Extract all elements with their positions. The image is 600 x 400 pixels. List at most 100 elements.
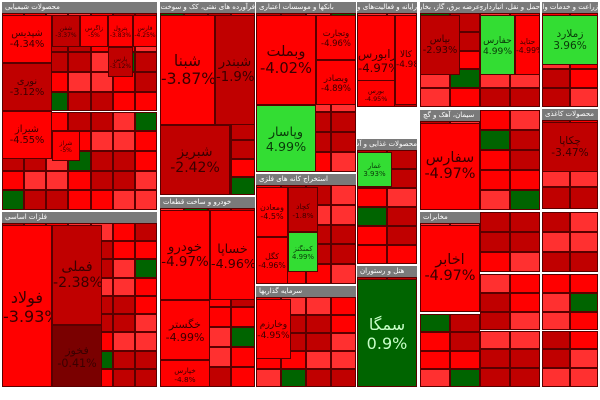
filler-tile (112, 223, 135, 242)
filler-tile (46, 190, 69, 210)
filler-tile (480, 252, 510, 272)
filler-tile (510, 252, 540, 272)
filler-tile (134, 350, 157, 369)
stock-tile[interactable]: حتاید-4.99% (515, 15, 540, 75)
stock-tile[interactable]: پترول -3.83% (108, 15, 133, 47)
stock-change: -3.47% (551, 147, 589, 160)
stock-tile[interactable]: فخوز -0.41% (52, 325, 102, 387)
stock-change: -3.12% (109, 62, 132, 70)
filler-tile (570, 368, 598, 387)
filler-tile (480, 368, 510, 387)
stock-tile[interactable]: وپاسار 4.99% (256, 105, 316, 172)
stock-tile[interactable]: خپارس -4.8% (160, 360, 210, 387)
filler-tile (570, 252, 598, 272)
filler-tile (450, 350, 480, 369)
stock-tile[interactable]: وخارزم -4.95% (256, 299, 291, 359)
filler-tile (90, 150, 113, 171)
filler-tile (387, 245, 417, 264)
stock-tile[interactable]: خودرو -4.97% (160, 210, 210, 300)
filler-tile (90, 170, 113, 191)
stock-tile[interactable]: شراز -5% (52, 131, 80, 161)
stock-tile[interactable]: وتجارت -4.96% (316, 15, 356, 60)
filler-tile (357, 188, 387, 207)
sector-header: فرآورده های نفتی، کک و سوخت هسته (160, 2, 255, 13)
filler-tile (231, 347, 255, 368)
stock-tile[interactable]: بورس -4.95% (357, 80, 395, 107)
stock-symbol: بورس (368, 86, 384, 95)
stock-tile[interactable]: شبنا -3.87% (160, 15, 215, 125)
stock-tile[interactable]: وبملت -4.02% (256, 15, 316, 105)
stock-tile[interactable]: کچاد -1.8% (288, 187, 318, 232)
stock-tile[interactable]: شبریز -2.42% (160, 125, 230, 195)
filler-tile (542, 186, 570, 209)
stock-symbol: کالا (400, 50, 412, 61)
stock-tile[interactable]: سفارس -4.97% (420, 123, 480, 210)
filler-tile (68, 52, 91, 73)
stock-tile[interactable]: شیراز -4.55% (2, 111, 52, 159)
stock-tile[interactable]: سمگا 0.9% (357, 279, 417, 387)
filler-tile (231, 176, 255, 195)
stock-symbol: اخابر (435, 252, 465, 269)
stock-symbol: ومعادن (260, 203, 284, 213)
stock-tile[interactable]: کالا-4.98% (395, 15, 417, 105)
stock-symbol: بپاس (429, 34, 451, 46)
filler-tile (480, 311, 510, 331)
stock-tile[interactable]: شفن -3.37% (52, 15, 80, 47)
filler-tile (2, 190, 25, 210)
filler-tile (112, 314, 135, 333)
filler-tile (331, 351, 356, 369)
filler-tile (570, 349, 598, 369)
stock-symbol: حتاید (519, 36, 536, 46)
stock-tile[interactable]: ومعادن -4.5% (256, 187, 288, 237)
filler-tile (112, 259, 135, 278)
filler-tile (570, 311, 598, 331)
stock-change: -1.9% (216, 70, 255, 86)
filler-tile (387, 188, 417, 207)
stock-tile[interactable]: بپاس -2.93% (420, 15, 460, 75)
stock-tile[interactable]: زاگرس -5% (80, 15, 108, 47)
stock-symbol: پارس (113, 55, 128, 63)
filler-tile (480, 130, 510, 150)
filler-tile (68, 91, 91, 112)
stock-symbol: کمنگنز (293, 244, 313, 253)
stock-change: -4.34% (9, 39, 45, 51)
filler-tile (570, 274, 598, 293)
stock-tile[interactable]: شپدیس -4.34% (2, 15, 52, 63)
filler-tile (112, 332, 135, 351)
sector-header: سرمایه گذاریها (256, 286, 356, 297)
filler-tile (480, 170, 510, 190)
filler-tile (510, 130, 540, 150)
filler-tile (207, 367, 232, 387)
filler-tile (510, 150, 540, 170)
stock-tile[interactable]: اخابر -4.97% (420, 225, 480, 312)
filler-tile (510, 349, 540, 369)
stock-tile[interactable]: شبندر -1.9% (215, 15, 255, 125)
stock-change: -0.41% (57, 356, 97, 370)
stock-change: -2.93% (422, 45, 458, 57)
stock-tile[interactable]: فارس -4.25% (133, 15, 157, 47)
stock-tile[interactable]: چکاپا -3.47% (542, 122, 598, 172)
stock-symbol: شفن (59, 24, 73, 32)
stock-symbol: خگستر (169, 317, 201, 331)
stock-tile[interactable]: فولاد-3.93% (2, 225, 52, 387)
stock-tile[interactable]: خساپا -4.96% (210, 210, 255, 300)
stock-change: -3.87% (161, 70, 215, 89)
stock-tile[interactable]: نوری -3.12% (2, 63, 52, 111)
filler-tile (450, 88, 480, 107)
stock-tile[interactable]: پارس -3.12% (108, 47, 133, 77)
stock-tile[interactable]: کگل -4.96% (256, 237, 288, 284)
filler-tile (510, 232, 540, 252)
stock-change: -3.93% (3, 306, 51, 326)
stock-tile[interactable]: زملارد 3.96% (542, 15, 598, 65)
filler-tile (24, 170, 47, 191)
stock-tile[interactable]: غمار 3.93% (357, 152, 392, 187)
filler-tile (542, 232, 570, 252)
stock-tile[interactable]: فملی -2.38% (52, 225, 102, 325)
stock-tile[interactable]: کمنگنز 4.99% (288, 232, 318, 272)
stock-tile[interactable]: حفارس 4.99% (480, 15, 515, 75)
stock-symbol: فولاد (10, 287, 44, 307)
filler-tile (331, 244, 356, 265)
stock-tile[interactable]: وبصادر -4.89% (316, 60, 356, 105)
stock-tile[interactable]: خگستر -4.99% (160, 300, 210, 360)
filler-tile (510, 212, 540, 232)
